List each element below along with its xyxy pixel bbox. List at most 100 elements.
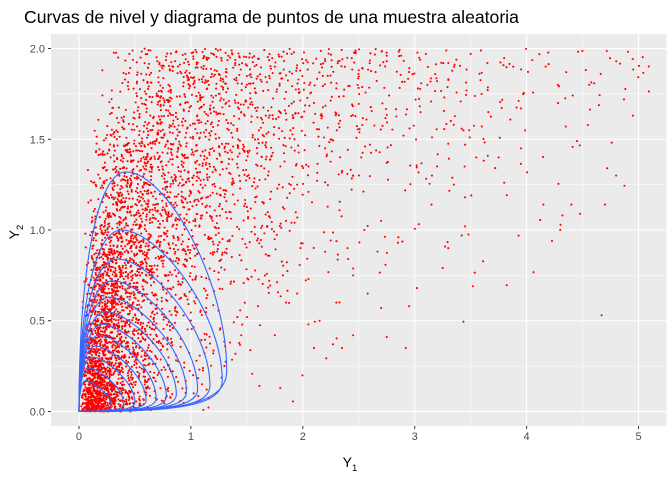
sample-point: [188, 180, 191, 183]
sample-point: [128, 379, 131, 382]
sample-point: [153, 320, 156, 323]
sample-point: [139, 249, 142, 252]
sample-point: [221, 253, 224, 256]
sample-point: [95, 327, 98, 330]
sample-point: [321, 106, 325, 109]
sample-point: [189, 200, 192, 203]
sample-point: [136, 198, 139, 201]
sample-point: [472, 124, 475, 127]
sample-point: [123, 245, 127, 248]
sample-point: [169, 396, 172, 399]
sample-point: [148, 394, 152, 397]
sample-point: [111, 186, 114, 189]
sample-point: [519, 147, 523, 150]
sample-point: [251, 56, 254, 59]
sample-point: [222, 189, 225, 192]
sample-point: [212, 243, 215, 246]
sample-point: [109, 397, 112, 400]
sample-point: [404, 189, 407, 192]
sample-point: [128, 323, 131, 326]
sample-point: [189, 249, 192, 252]
sample-point: [112, 371, 115, 374]
sample-point: [125, 359, 128, 362]
sample-point: [264, 141, 268, 144]
sample-point: [94, 151, 97, 154]
sample-point: [93, 288, 96, 291]
sample-point: [119, 381, 122, 384]
sample-point: [140, 140, 143, 143]
y-tick-label: 2.0: [30, 44, 45, 56]
sample-point: [110, 400, 114, 403]
sample-point: [144, 207, 147, 210]
sample-point: [385, 107, 388, 111]
sample-point: [100, 275, 103, 278]
sample-point: [416, 87, 419, 90]
sample-point: [213, 185, 217, 188]
sample-point: [159, 212, 162, 215]
sample-point: [349, 168, 352, 171]
sample-point: [577, 50, 580, 53]
sample-point: [195, 359, 198, 362]
sample-point: [104, 328, 108, 331]
sample-point: [103, 161, 106, 164]
sample-point: [158, 243, 161, 247]
sample-point: [101, 201, 104, 204]
sample-point: [112, 386, 115, 389]
sample-point: [118, 224, 121, 227]
sample-point: [121, 380, 124, 383]
sample-point: [209, 134, 212, 137]
sample-point: [381, 102, 384, 105]
sample-point: [126, 261, 129, 264]
sample-point: [417, 171, 420, 174]
sample-point: [286, 79, 289, 82]
sample-point: [91, 374, 94, 377]
sample-point: [131, 197, 134, 200]
sample-point: [135, 400, 138, 403]
sample-point: [125, 398, 128, 401]
sample-point: [175, 223, 178, 226]
sample-point: [290, 221, 293, 224]
sample-point: [154, 142, 157, 145]
sample-point: [121, 247, 124, 250]
sample-point: [100, 308, 103, 311]
sample-point: [156, 373, 159, 376]
sample-point: [622, 98, 626, 101]
sample-point: [116, 130, 119, 134]
sample-point: [110, 291, 113, 295]
sample-point: [268, 77, 271, 80]
sample-point: [186, 328, 189, 331]
sample-point: [91, 359, 94, 362]
sample-point: [225, 118, 228, 122]
sample-point: [91, 247, 94, 250]
sample-point: [258, 73, 262, 76]
sample-point: [87, 201, 90, 204]
sample-point: [178, 140, 181, 143]
sample-point: [133, 220, 136, 223]
sample-point: [101, 387, 104, 390]
sample-point: [135, 211, 138, 214]
sample-point: [214, 233, 217, 237]
sample-point: [124, 288, 127, 291]
sample-point: [343, 65, 346, 68]
sample-point: [139, 169, 143, 172]
sample-point: [338, 209, 341, 212]
sample-point: [175, 204, 178, 207]
sample-point: [84, 246, 87, 249]
sample-point: [103, 219, 106, 223]
sample-point: [170, 341, 173, 345]
sample-point: [148, 221, 152, 224]
sample-point: [84, 232, 87, 235]
sample-point: [97, 359, 100, 362]
sample-point: [218, 214, 222, 217]
sample-point: [94, 268, 97, 271]
sample-point: [88, 407, 91, 410]
sample-point: [157, 132, 160, 135]
sample-point: [304, 134, 307, 137]
sample-point: [114, 283, 117, 286]
sample-point: [163, 99, 166, 102]
sample-point: [116, 222, 119, 225]
sample-point: [134, 241, 137, 244]
sample-point: [473, 271, 476, 274]
sample-point: [158, 193, 161, 196]
